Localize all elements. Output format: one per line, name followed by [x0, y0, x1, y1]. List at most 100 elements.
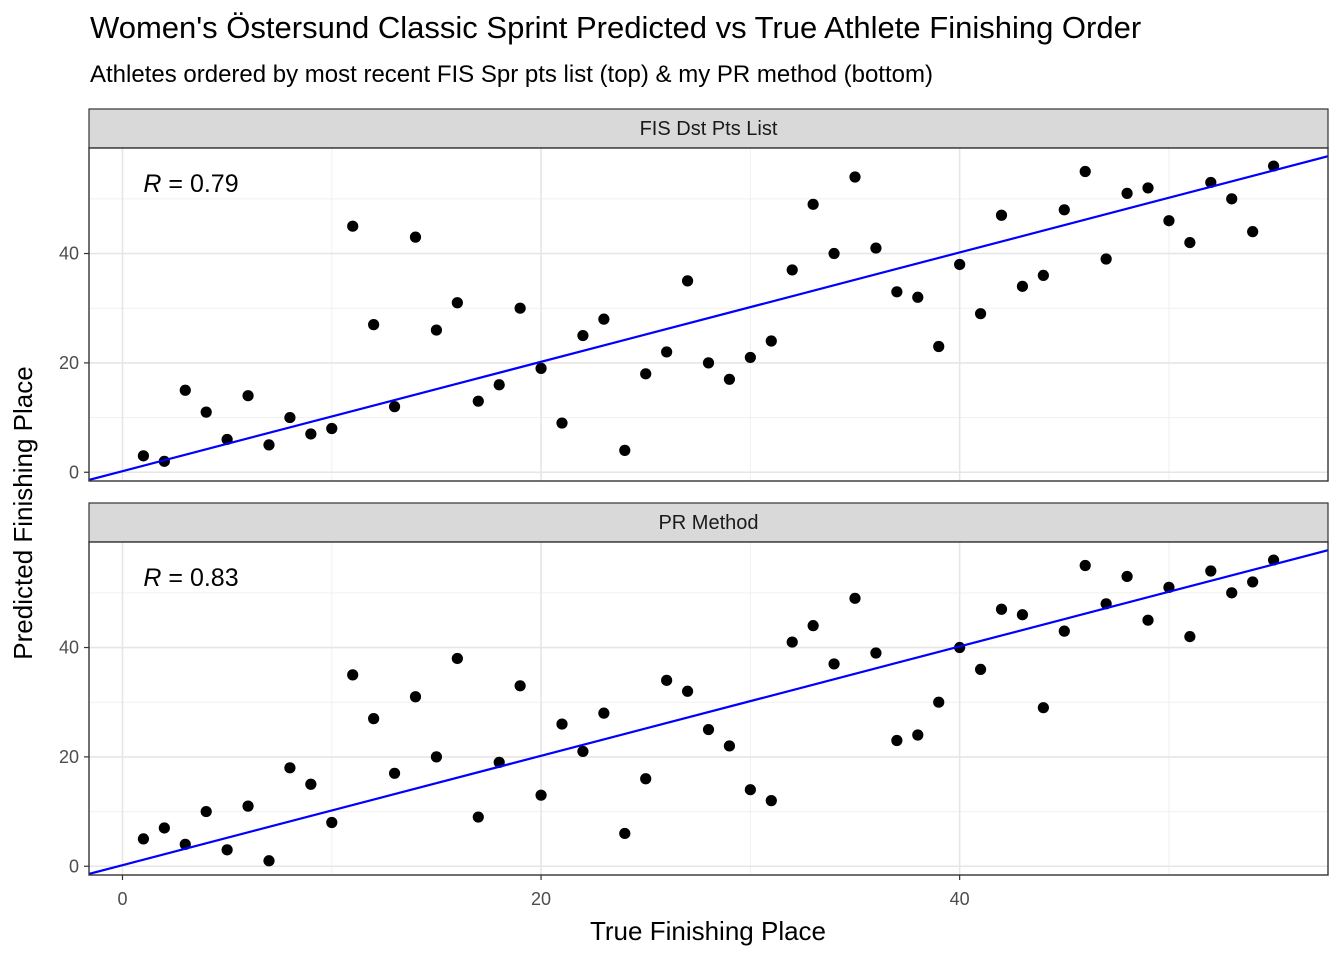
data-point	[744, 784, 756, 796]
data-point	[326, 422, 338, 435]
data-point	[828, 658, 840, 670]
data-point	[430, 751, 443, 763]
data-point	[786, 264, 798, 276]
strip-label: PR Method	[658, 512, 758, 534]
data-point	[1142, 182, 1154, 194]
data-point	[472, 811, 484, 823]
data-point	[451, 652, 463, 665]
data-point	[598, 707, 610, 719]
correlation-symbol: R	[143, 564, 161, 592]
data-point	[1142, 614, 1154, 626]
data-point	[849, 171, 861, 183]
data-point	[409, 231, 422, 243]
data-point	[1184, 236, 1196, 249]
data-point	[535, 362, 547, 374]
x-tick-label: 20	[531, 889, 551, 909]
data-point	[912, 291, 924, 303]
data-point	[723, 373, 736, 385]
data-point	[807, 620, 819, 632]
data-point	[891, 286, 903, 298]
x-axis-title: True Finishing Place	[590, 916, 826, 946]
data-point	[179, 384, 191, 396]
data-point	[451, 297, 463, 309]
data-point	[242, 390, 254, 402]
data-point	[1205, 565, 1217, 577]
data-point	[1079, 559, 1091, 572]
data-point	[681, 685, 694, 697]
y-tick-label: 20	[59, 353, 79, 373]
data-point	[1184, 630, 1196, 643]
data-point	[619, 827, 631, 840]
data-point	[263, 439, 275, 451]
chart-title: Women's Östersund Classic Sprint Predict…	[90, 10, 1141, 45]
data-point	[577, 329, 589, 342]
data-point	[1058, 204, 1070, 216]
regression-line	[89, 549, 1328, 875]
data-point	[347, 669, 359, 681]
data-point	[305, 428, 317, 440]
data-point	[388, 767, 401, 779]
data-point	[1121, 187, 1133, 199]
facet-panels: FIS Dst Pts List R = 0.79 0 20 40 PR Method R …	[59, 108, 1329, 909]
regression-line	[89, 155, 1328, 481]
chart-subtitle: Athletes ordered by most recent FIS Spr …	[90, 61, 933, 88]
data-point	[368, 319, 380, 331]
data-point	[514, 302, 526, 314]
y-tick-label: 40	[59, 244, 79, 264]
data-point	[263, 855, 275, 867]
data-point	[347, 220, 359, 232]
data-point	[305, 778, 317, 790]
data-point	[577, 745, 589, 758]
correlation-value: = 0.79	[161, 170, 238, 198]
data-point	[1079, 165, 1091, 178]
data-point	[619, 444, 631, 456]
data-point	[765, 335, 777, 347]
data-point	[556, 417, 568, 429]
facet-panel-1: FIS Dst Pts List R = 0.79 0 20 40	[59, 108, 1329, 482]
data-point	[640, 368, 652, 380]
y-tick-label: 0	[69, 462, 79, 482]
data-point	[1016, 609, 1029, 621]
x-tick-label: 40	[950, 889, 970, 909]
data-point	[1226, 193, 1238, 205]
data-point	[995, 603, 1008, 615]
data-point	[933, 696, 945, 708]
data-point	[954, 258, 966, 271]
y-tick-label: 40	[59, 638, 79, 658]
data-point	[1163, 215, 1175, 227]
correlation-value: = 0.83	[161, 564, 238, 592]
data-point	[1037, 702, 1049, 714]
data-point	[702, 723, 715, 736]
data-point	[284, 762, 296, 774]
data-point	[828, 247, 840, 260]
y-axis-title: Predicted Finishing Place	[8, 366, 38, 659]
panel-border	[88, 147, 1329, 482]
data-point	[388, 401, 401, 413]
data-point	[409, 691, 422, 703]
data-point	[1016, 280, 1029, 292]
data-point	[974, 663, 987, 676]
data-point	[786, 636, 798, 648]
data-point	[681, 275, 694, 287]
data-point	[598, 313, 610, 325]
data-point	[912, 729, 924, 741]
data-point	[1247, 226, 1259, 238]
data-point	[556, 718, 568, 730]
data-point	[661, 346, 673, 358]
strip-label: FIS Dst Pts List	[640, 118, 778, 140]
data-point	[1058, 625, 1070, 637]
data-point	[368, 713, 380, 725]
x-tick-label: 0	[117, 889, 127, 909]
data-point	[1037, 269, 1049, 282]
data-point	[221, 844, 233, 856]
data-point	[723, 740, 736, 752]
data-point	[870, 242, 882, 254]
data-point	[137, 450, 150, 462]
correlation-annotation: R = 0.79	[143, 170, 238, 198]
correlation-symbol: R	[143, 170, 161, 198]
data-point	[807, 198, 819, 210]
panel-border	[88, 541, 1329, 876]
facet-panel-2: PR Method R = 0.83 0 20 40 0 20 40	[59, 502, 1329, 909]
data-point	[891, 734, 903, 747]
